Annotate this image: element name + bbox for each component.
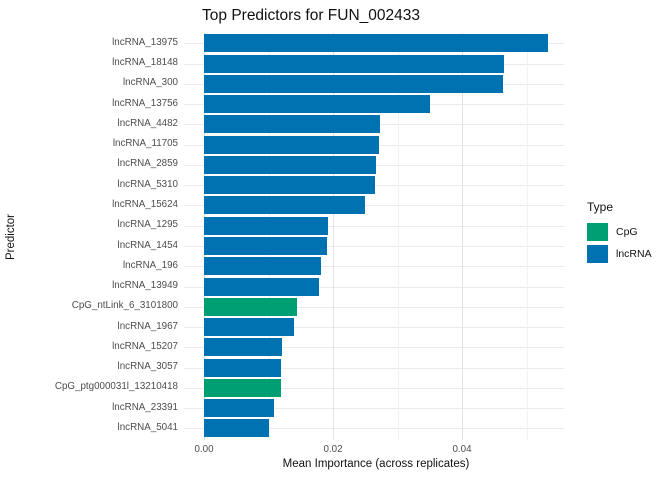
major-gridline bbox=[333, 33, 334, 440]
y-axis-label: lncRNA_1967 bbox=[117, 320, 178, 332]
legend-entry-lncRNA: lncRNA bbox=[587, 245, 652, 263]
bar-lncRNA_5041 bbox=[204, 419, 269, 438]
bar-lncRNA_13949 bbox=[204, 277, 319, 296]
x-axis-title: Mean Importance (across replicates) bbox=[282, 458, 470, 470]
row-gridline bbox=[184, 205, 564, 207]
bar-lncRNA_4482 bbox=[204, 115, 381, 134]
y-axis-label: lncRNA_13975 bbox=[112, 36, 178, 48]
y-axis-label: CpG_ntLink_6_3101800 bbox=[71, 300, 178, 312]
y-axis-label: lncRNA_4482 bbox=[117, 117, 178, 129]
minor-gridline bbox=[268, 33, 270, 440]
legend-label: CpG bbox=[616, 226, 638, 238]
y-axis-label: lncRNA_5310 bbox=[117, 178, 178, 190]
row-gridline bbox=[184, 306, 564, 308]
x-axis-tick-label: 0.04 bbox=[452, 444, 472, 455]
y-axis-label: lncRNA_13949 bbox=[112, 280, 178, 292]
y-axis-label: lncRNA_196 bbox=[122, 259, 178, 271]
y-axis-label: lncRNA_300 bbox=[122, 77, 178, 89]
row-gridline bbox=[184, 225, 564, 227]
bar-CpG_ptg000031l_13210418 bbox=[204, 378, 281, 397]
plot-panel bbox=[184, 33, 564, 440]
y-axis-label: lncRNA_3057 bbox=[117, 361, 178, 373]
bar-lncRNA_23391 bbox=[204, 399, 274, 418]
bar-lncRNA_5310 bbox=[204, 176, 375, 195]
y-axis-label: lncRNA_2859 bbox=[117, 158, 178, 170]
row-gridline bbox=[184, 408, 564, 410]
y-axis-labels: lncRNA_13975 lncRNA_18148 lncRNA_300 lncRNA… bbox=[0, 33, 178, 440]
major-gridline bbox=[204, 33, 205, 440]
legend-swatch-CpG bbox=[587, 223, 608, 241]
y-axis-label: lncRNA_1454 bbox=[117, 239, 178, 251]
y-axis-label: lncRNA_11705 bbox=[112, 138, 178, 150]
y-axis-label: lncRNA_13756 bbox=[112, 97, 178, 109]
bar-lncRNA_15624 bbox=[204, 196, 365, 215]
legend-swatch-lncRNA bbox=[587, 245, 608, 263]
y-axis-label: lncRNA_23391 bbox=[112, 401, 178, 413]
y-axis-label: CpG_ptg000031l_13210418 bbox=[54, 381, 178, 393]
minor-gridline bbox=[397, 33, 399, 440]
bar-lncRNA_1967 bbox=[204, 318, 294, 337]
bar-lncRNA_2859 bbox=[204, 155, 377, 174]
bar-lncRNA_1454 bbox=[204, 237, 328, 255]
row-gridline bbox=[184, 367, 564, 369]
x-axis-tick-label: 0.02 bbox=[323, 444, 343, 455]
row-gridline bbox=[184, 428, 564, 430]
bar-lncRNA_18148 bbox=[204, 54, 504, 73]
legend-title: Type bbox=[587, 200, 614, 214]
bar-lncRNA_196 bbox=[204, 257, 321, 276]
legend-entries: CpG lncRNA bbox=[587, 223, 652, 263]
bar-lncRNA_13756 bbox=[204, 95, 430, 114]
row-gridline bbox=[184, 347, 564, 349]
legend: Type CpG lncRNA bbox=[587, 200, 652, 267]
bar-lncRNA_13975 bbox=[204, 34, 549, 53]
row-gridline bbox=[184, 266, 564, 268]
bar-lncRNA_1295 bbox=[204, 216, 328, 235]
y-axis-label: lncRNA_15207 bbox=[112, 340, 178, 352]
bar-lncRNA_11705 bbox=[204, 135, 380, 154]
row-gridline bbox=[184, 327, 564, 329]
bar-lncRNA_300 bbox=[204, 74, 503, 93]
row-gridline bbox=[184, 387, 564, 389]
row-gridline bbox=[184, 286, 564, 288]
bar-lncRNA_3057 bbox=[204, 358, 282, 377]
y-axis-label: lncRNA_5041 bbox=[117, 421, 178, 433]
chart-title: Top Predictors for FUN_002433 bbox=[202, 7, 420, 24]
y-axis-label: lncRNA_1295 bbox=[117, 219, 178, 231]
minor-gridline bbox=[526, 33, 528, 440]
y-axis-label: lncRNA_18148 bbox=[112, 57, 178, 69]
x-axis-tick-label: 0.00 bbox=[194, 444, 214, 455]
major-gridline bbox=[462, 33, 463, 440]
bar-lncRNA_15207 bbox=[204, 338, 283, 357]
row-gridline bbox=[184, 246, 564, 247]
legend-entry-CpG: CpG bbox=[587, 223, 652, 241]
y-axis-label: lncRNA_15624 bbox=[112, 198, 178, 210]
legend-label: lncRNA bbox=[616, 248, 652, 260]
bar-CpG_ntLink_6_3101800 bbox=[204, 297, 297, 316]
